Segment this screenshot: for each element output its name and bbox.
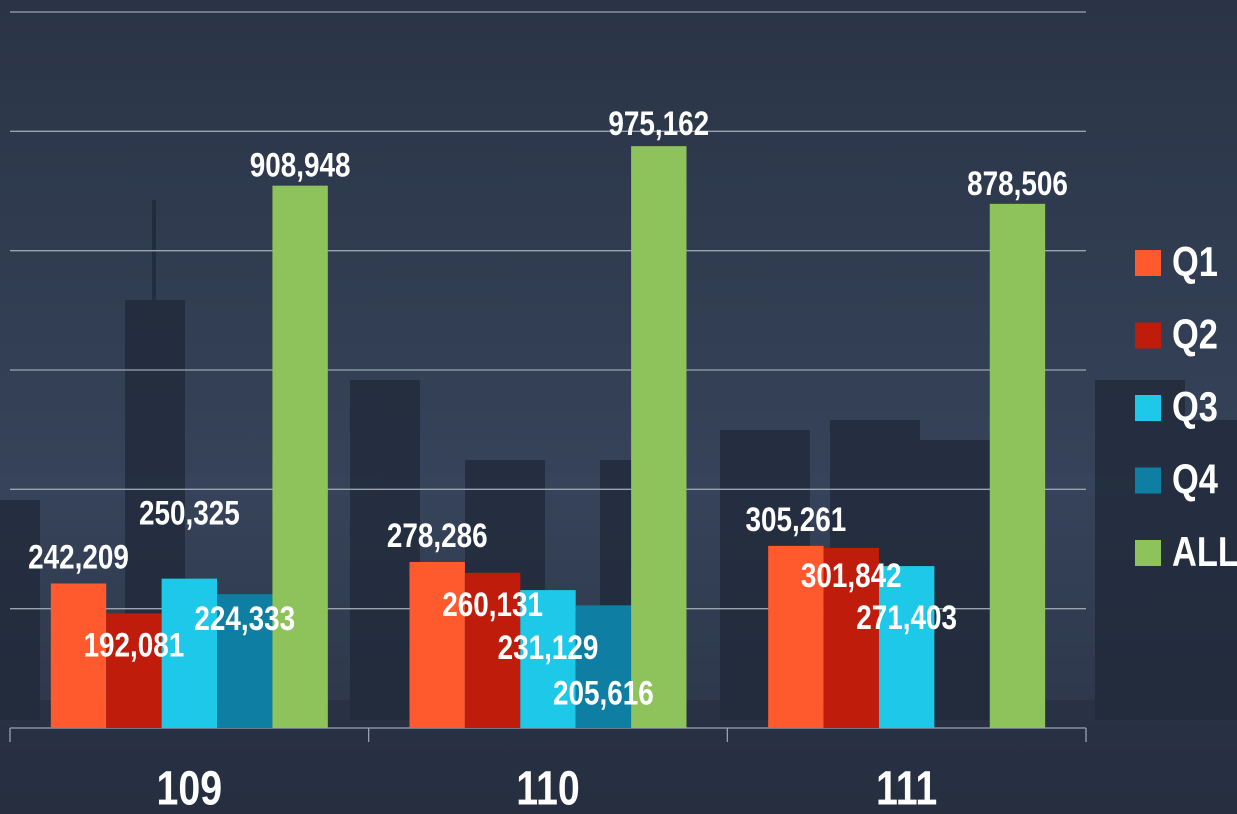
bar <box>520 590 576 728</box>
legend-label: Q3 <box>1172 384 1218 431</box>
bar <box>272 185 328 729</box>
bar <box>989 203 1046 728</box>
bar <box>106 613 162 728</box>
x-tick-label: 109 <box>157 762 223 814</box>
data-label: 205,616 <box>553 674 654 712</box>
data-label: 260,131 <box>442 585 543 623</box>
bar <box>631 146 687 729</box>
data-label: 305,261 <box>745 500 846 538</box>
data-label: 231,129 <box>498 628 599 666</box>
data-label: 192,081 <box>84 626 185 664</box>
bar <box>823 547 879 728</box>
data-label: 278,286 <box>387 516 488 554</box>
x-tick-label: 111 <box>876 762 937 814</box>
legend-label: Q2 <box>1172 311 1218 358</box>
bar <box>161 578 218 728</box>
bar <box>50 583 107 728</box>
legend-swatch <box>1135 540 1161 566</box>
bar <box>464 572 521 728</box>
data-label: 301,842 <box>801 556 902 594</box>
data-label: 975,162 <box>608 105 709 143</box>
data-label: 908,948 <box>250 146 351 184</box>
legend-swatch <box>1135 250 1161 276</box>
data-label: 242,209 <box>28 538 129 576</box>
legend-swatch <box>1135 395 1161 421</box>
bar <box>409 561 465 728</box>
legend-label: ALL <box>1172 529 1237 576</box>
data-label: 271,403 <box>856 598 957 636</box>
x-tick-label: 110 <box>516 762 579 814</box>
bar <box>575 605 632 728</box>
bar <box>878 566 935 728</box>
data-label: 224,333 <box>194 600 295 638</box>
bar <box>217 594 273 728</box>
data-label: 878,506 <box>967 164 1068 202</box>
data-label: 250,325 <box>139 494 240 532</box>
legend-swatch <box>1135 322 1161 349</box>
legend-swatch <box>1135 467 1161 494</box>
legend-label: Q4 <box>1172 456 1219 503</box>
bar <box>768 545 824 728</box>
legend-label: Q1 <box>1172 239 1218 286</box>
